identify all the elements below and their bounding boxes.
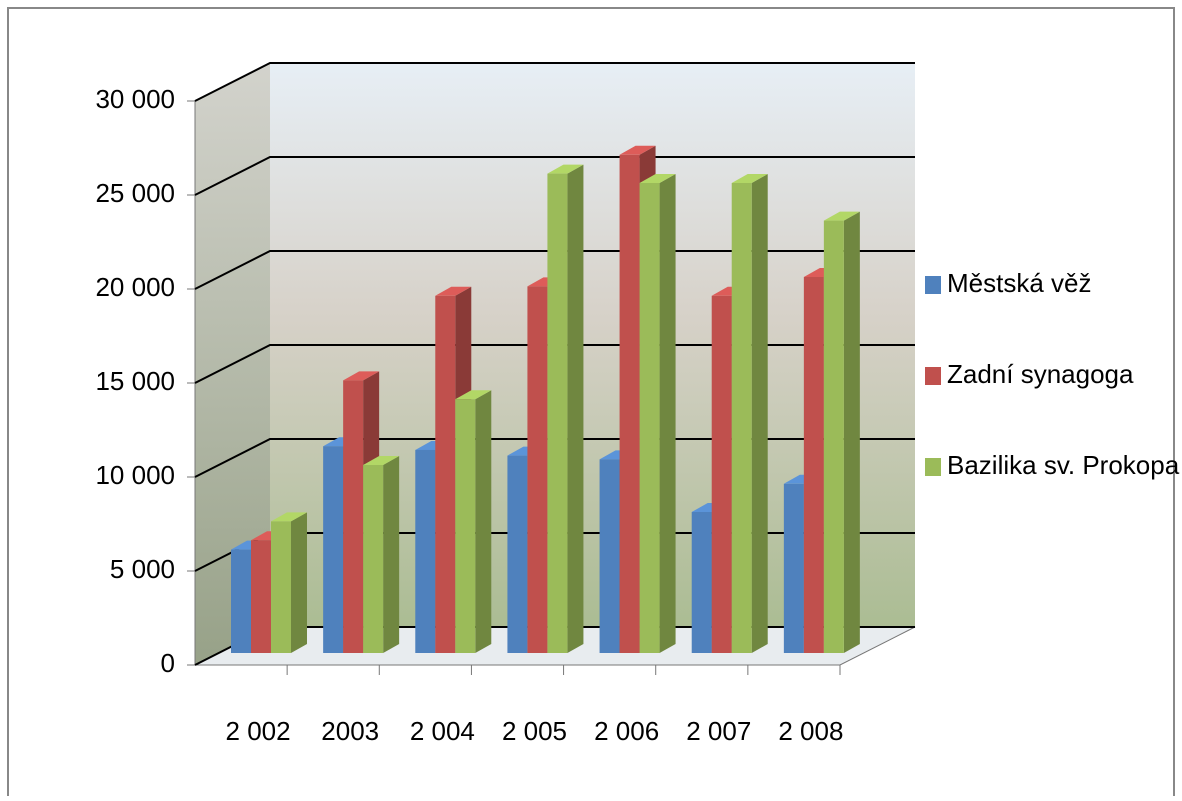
bar: [507, 455, 528, 653]
bar: [527, 286, 548, 653]
bar-top: [731, 174, 768, 183]
bar: [547, 173, 568, 653]
bar: [599, 459, 620, 653]
grid-line: [194, 156, 915, 196]
legend-label: Zadní synagoga: [947, 359, 1134, 389]
bar: [343, 380, 364, 653]
bar-side: [383, 456, 400, 653]
grid-line: [194, 344, 915, 384]
bar-side: [843, 211, 860, 653]
bar: [415, 449, 436, 653]
y-tick-label: 25 000: [95, 178, 175, 208]
bar: [639, 183, 660, 653]
x-tick-label: 2 008: [778, 716, 843, 746]
grid-line: [194, 438, 915, 478]
bar: [823, 220, 844, 653]
legend-swatch: [925, 458, 941, 476]
bar: [363, 465, 384, 653]
y-tick-label: 15 000: [95, 366, 175, 396]
bar-top: [455, 390, 492, 400]
bar-top: [363, 456, 400, 465]
bar: [731, 183, 752, 653]
bar-top: [435, 286, 472, 296]
bar-top: [639, 174, 676, 183]
legend-label: Bazilika sv. Prokopa: [947, 450, 1180, 480]
bar: [455, 399, 476, 653]
bar-top: [823, 211, 860, 221]
bar: [435, 295, 456, 653]
bar-side: [567, 164, 584, 653]
bar-side: [475, 390, 492, 653]
grid-line: [194, 250, 915, 290]
bar: [691, 512, 712, 653]
bar: [271, 521, 291, 653]
y-tick-label: 20 000: [95, 272, 175, 302]
bar-top: [271, 512, 307, 522]
bar: [803, 277, 824, 653]
bar-top: [343, 371, 380, 381]
y-tick-label: 30 000: [95, 84, 175, 114]
x-tick-label: 2 007: [686, 716, 751, 746]
x-tick-label: 2 006: [594, 716, 659, 746]
bar: [231, 549, 251, 653]
grid-line: [194, 62, 915, 102]
x-tick-label: 2 002: [226, 716, 291, 746]
legend-swatch: [925, 367, 941, 385]
x-tick-label: 2 004: [410, 716, 475, 746]
bar-top: [619, 145, 656, 155]
bar-side: [291, 512, 307, 653]
legend-label: Městská věž: [947, 268, 1092, 298]
x-tick-label: 2003: [321, 716, 379, 746]
legend-swatch: [925, 276, 941, 294]
bar-top: [547, 164, 584, 174]
y-tick-label: 0: [161, 648, 175, 678]
bar: [783, 483, 804, 653]
bar-side: [659, 174, 676, 653]
y-tick-label: 5 000: [110, 554, 175, 584]
bar: [251, 540, 271, 653]
bar: [323, 446, 344, 653]
bar-side: [751, 174, 768, 653]
x-tick-label: 2 005: [502, 716, 567, 746]
bar: [619, 154, 640, 654]
bar: [711, 295, 732, 653]
y-tick-label: 10 000: [95, 460, 175, 490]
